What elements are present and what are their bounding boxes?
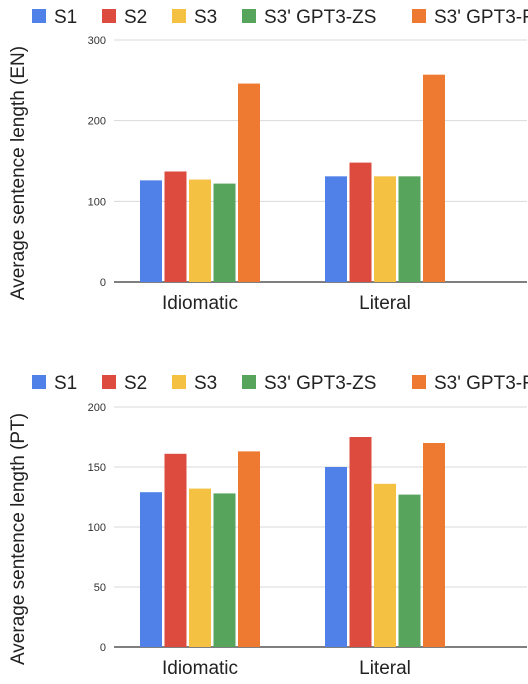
bar [164,171,187,282]
x-category-label: Literal [359,658,411,679]
bar [398,176,421,282]
bar [213,493,236,647]
bar [213,183,236,282]
chart-pt: S1 S2 S3 S3' GPT3-ZS S3' GPT3-FS 0 50 100 150 200… [8,373,528,679]
bar [325,467,347,647]
bar [398,494,421,647]
y-tick-label: 0 [100,277,106,289]
bar [238,83,260,282]
legend-item: S3' GPT3-FS [412,373,528,394]
y-tick-label: 300 [88,35,106,47]
legend-swatch [172,375,186,389]
y-tick-label: 150 [88,462,106,474]
bar [140,492,162,647]
y-tick-label: 200 [88,402,106,414]
y-axis-label: Average sentence length (PT) [8,413,29,665]
legend-swatch [102,375,116,389]
y-tick-label: 100 [88,196,106,208]
x-category-label: Literal [359,293,411,314]
bar [189,179,211,282]
legend-swatch [242,9,256,23]
legend-item: S3 [172,373,217,394]
legend-swatch [412,375,426,389]
chart-en: S1 S2 S3 S3' GPT3-ZS S3' GPT3-FS 0 100 200 300 Av… [8,7,528,314]
legend-label: S3' GPT3-FS [434,373,528,394]
legend-label: S2 [124,7,147,28]
y-tick-label: 100 [88,522,106,534]
bar [164,453,187,647]
legend-item: S3 [172,7,217,28]
y-axis-label: Average sentence length (EN) [8,46,29,300]
bar [423,74,445,282]
legend-label: S2 [124,373,147,394]
bar [349,162,372,282]
legend-label: S3' GPT3-FS [434,7,528,28]
bar [238,451,260,647]
legend-swatch [242,375,256,389]
legend-item: S3' GPT3-ZS [242,7,376,28]
legend-swatch [102,9,116,23]
legend-item: S3' GPT3-ZS [242,373,376,394]
legend-item: S3' GPT3-FS [412,7,528,28]
bar [423,443,445,647]
legend-item: S1 [32,7,77,28]
y-tick-label: 50 [94,582,106,594]
legend-label: S1 [54,7,77,28]
legend-swatch [32,9,46,23]
legend-label: S3 [194,373,217,394]
legend-item: S2 [102,7,147,28]
x-category-label: Idiomatic [162,658,238,679]
legend-label: S3' GPT3-ZS [264,373,376,394]
bar [189,488,211,647]
legend-item: S1 [32,373,77,394]
legend-item: S2 [102,373,147,394]
legend-swatch [32,375,46,389]
legend-label: S3 [194,7,217,28]
x-category-label: Idiomatic [162,293,238,314]
bar [140,180,162,282]
y-tick-label: 200 [88,116,106,128]
legend-label: S3' GPT3-ZS [264,7,376,28]
bar [349,437,372,647]
bar [374,176,396,282]
legend-swatch [412,9,426,23]
bar [325,176,347,282]
y-tick-label: 0 [100,642,106,654]
legend-label: S1 [54,373,77,394]
bar [374,483,396,647]
legend-swatch [172,9,186,23]
